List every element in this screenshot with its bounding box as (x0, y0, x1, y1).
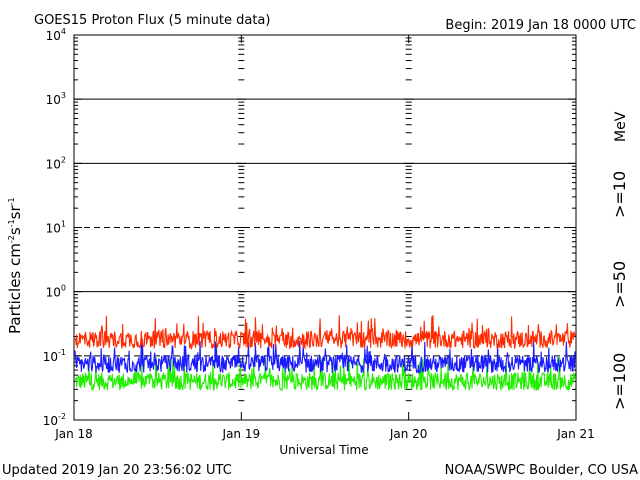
x-tick-label-3: Jan 21 (556, 427, 595, 441)
y-axis-label: Particles cm-2s-1sr-1 (6, 197, 24, 334)
y-tick-label-6: 104 (46, 27, 66, 43)
series-line-gte10 (74, 315, 576, 351)
y-tick-label-5: 103 (46, 91, 66, 107)
y-tick-labels: 10-2 10-1 100 101 102 103 104 (43, 27, 66, 428)
credit-text: NOAA/SWPC Boulder, CO USA (445, 463, 638, 478)
legend-series-50mev: >=50 (610, 261, 629, 308)
x-tick-label-0: Jan 18 (54, 427, 93, 441)
y-tick-label-2: 100 (46, 284, 66, 300)
updated-timestamp: Updated 2019 Jan 20 23:56:02 UTC (2, 463, 232, 478)
legend-series-100mev: >=100 (610, 353, 629, 410)
x-axis-label: Universal Time (279, 443, 368, 457)
legend-series-10mev: >=10 (610, 171, 629, 218)
series-group (74, 315, 576, 393)
y-tick-label-3: 101 (46, 220, 66, 236)
y-tick-label-1: 10-1 (43, 348, 66, 364)
series-line-gte100 (74, 357, 576, 393)
legend-unit-mev: MeV (613, 111, 629, 142)
y-tick-label-0: 10-2 (43, 412, 66, 428)
x-tick-labels: Jan 18 Jan 19 Jan 20 Jan 21 (54, 427, 595, 441)
series-line-gte50 (74, 340, 576, 374)
x-tick-label-2: Jan 20 (389, 427, 428, 441)
x-tick-label-1: Jan 19 (222, 427, 261, 441)
begin-date: Begin: 2019 Jan 18 0000 UTC (445, 18, 636, 33)
chart-title: GOES15 Proton Flux (5 minute data) (34, 13, 270, 28)
y-tick-label-4: 102 (46, 155, 66, 171)
